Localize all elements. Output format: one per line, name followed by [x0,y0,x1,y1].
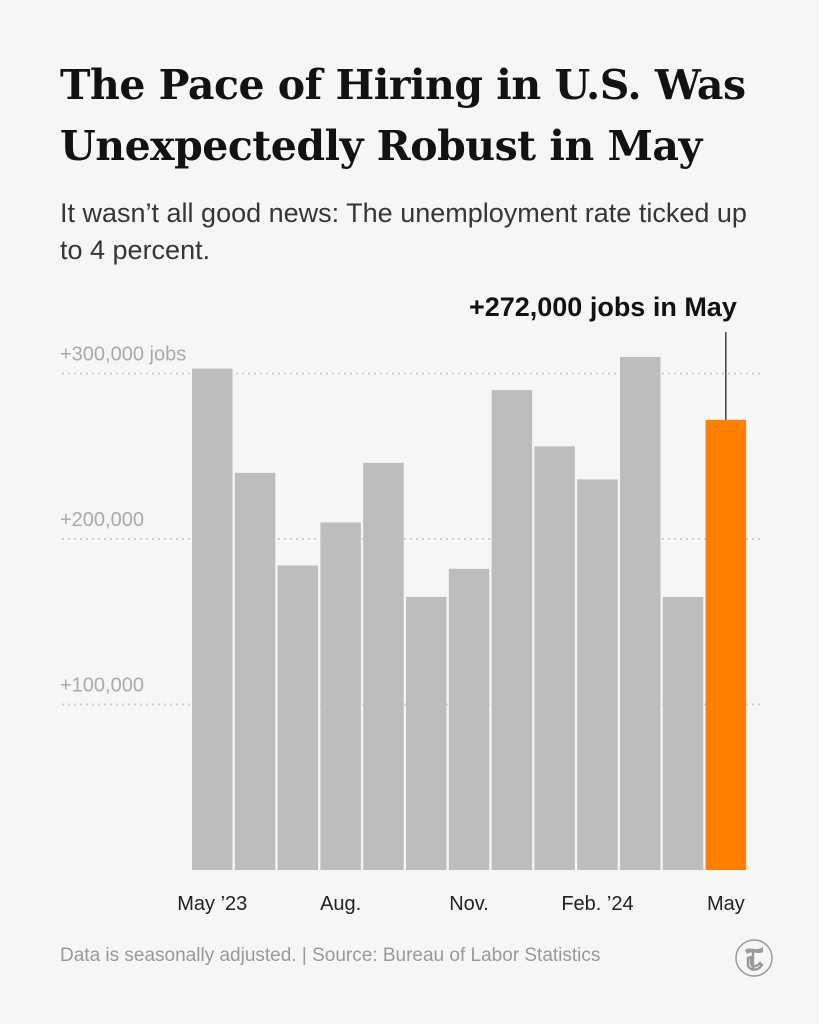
y-tick-label: +200,000 [60,509,144,531]
bar [234,472,276,870]
bar [363,462,404,870]
bar [320,522,361,870]
chart-title: The Pace of Hiring in U.S. Was Unexpecte… [60,61,746,170]
x-tick-label: Aug. [320,893,361,915]
source-note: Data is seasonally adjusted. | Source: B… [60,945,601,966]
bar [662,596,704,870]
bar [192,368,233,870]
bars [192,356,747,870]
x-tick-label: Nov. [449,893,489,915]
x-tick-label: May ’23 [177,893,247,915]
x-tick-label: Feb. ’24 [561,893,633,915]
bar [577,479,618,870]
x-tick-label: May [707,893,745,915]
annotation: +272,000 jobs in May [469,292,737,420]
bar-highlight [705,419,747,870]
x-tick-labels: May ’23 Aug. Nov. Feb. ’24 May [177,893,745,915]
bar [448,568,490,870]
y-tick-label: +100,000 [60,675,144,697]
nyt-logo-icon [735,939,773,977]
annotation-label: +272,000 jobs in May [469,292,737,322]
bar [277,565,319,870]
bar [620,356,661,870]
bar [406,596,447,870]
bar [491,390,533,870]
y-tick-label: +300,000 jobs [60,344,186,366]
chart-subtitle: It wasn’t all good news: The unemploymen… [60,198,747,265]
y-tick-labels: +300,000 jobs +200,000 +100,000 [60,344,186,697]
bar [534,446,575,870]
